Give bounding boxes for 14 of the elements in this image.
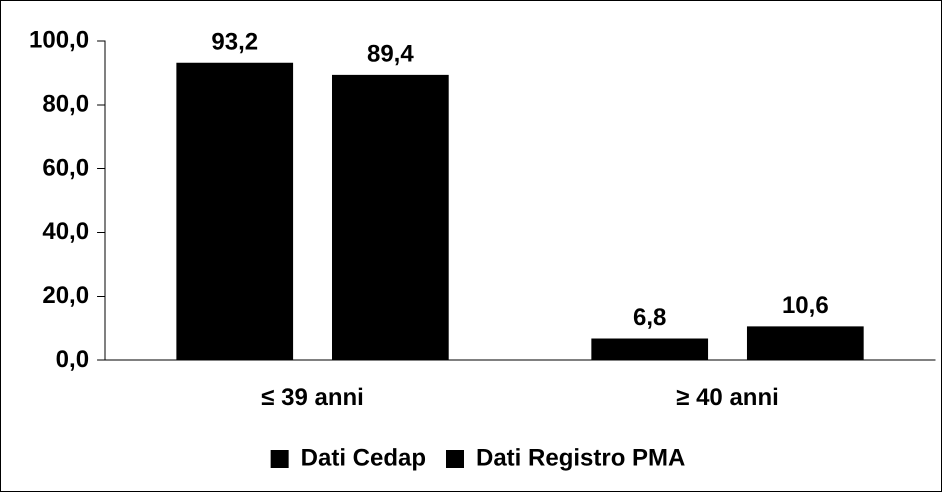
data-label: 6,8 — [633, 304, 666, 332]
y-tick-label: 40,0 — [42, 218, 90, 246]
x-tick-label: ≥ 40 anni — [676, 384, 779, 412]
y-tick-label: 100,0 — [28, 26, 90, 54]
x-tick-label: ≤ 39 anni — [261, 384, 364, 412]
y-tick-label: 0,0 — [56, 346, 90, 373]
data-label: 89,4 — [366, 40, 414, 68]
legend-label: Dati Cedap — [300, 444, 426, 472]
y-tick-label: 20,0 — [42, 282, 90, 309]
y-tick-label: 60,0 — [42, 154, 90, 182]
data-label: 10,6 — [782, 292, 829, 319]
y-tick-label: 80,0 — [42, 90, 90, 118]
legend-label: Dati Registro PMA — [476, 444, 686, 472]
data-label: 93,2 — [211, 28, 258, 56]
